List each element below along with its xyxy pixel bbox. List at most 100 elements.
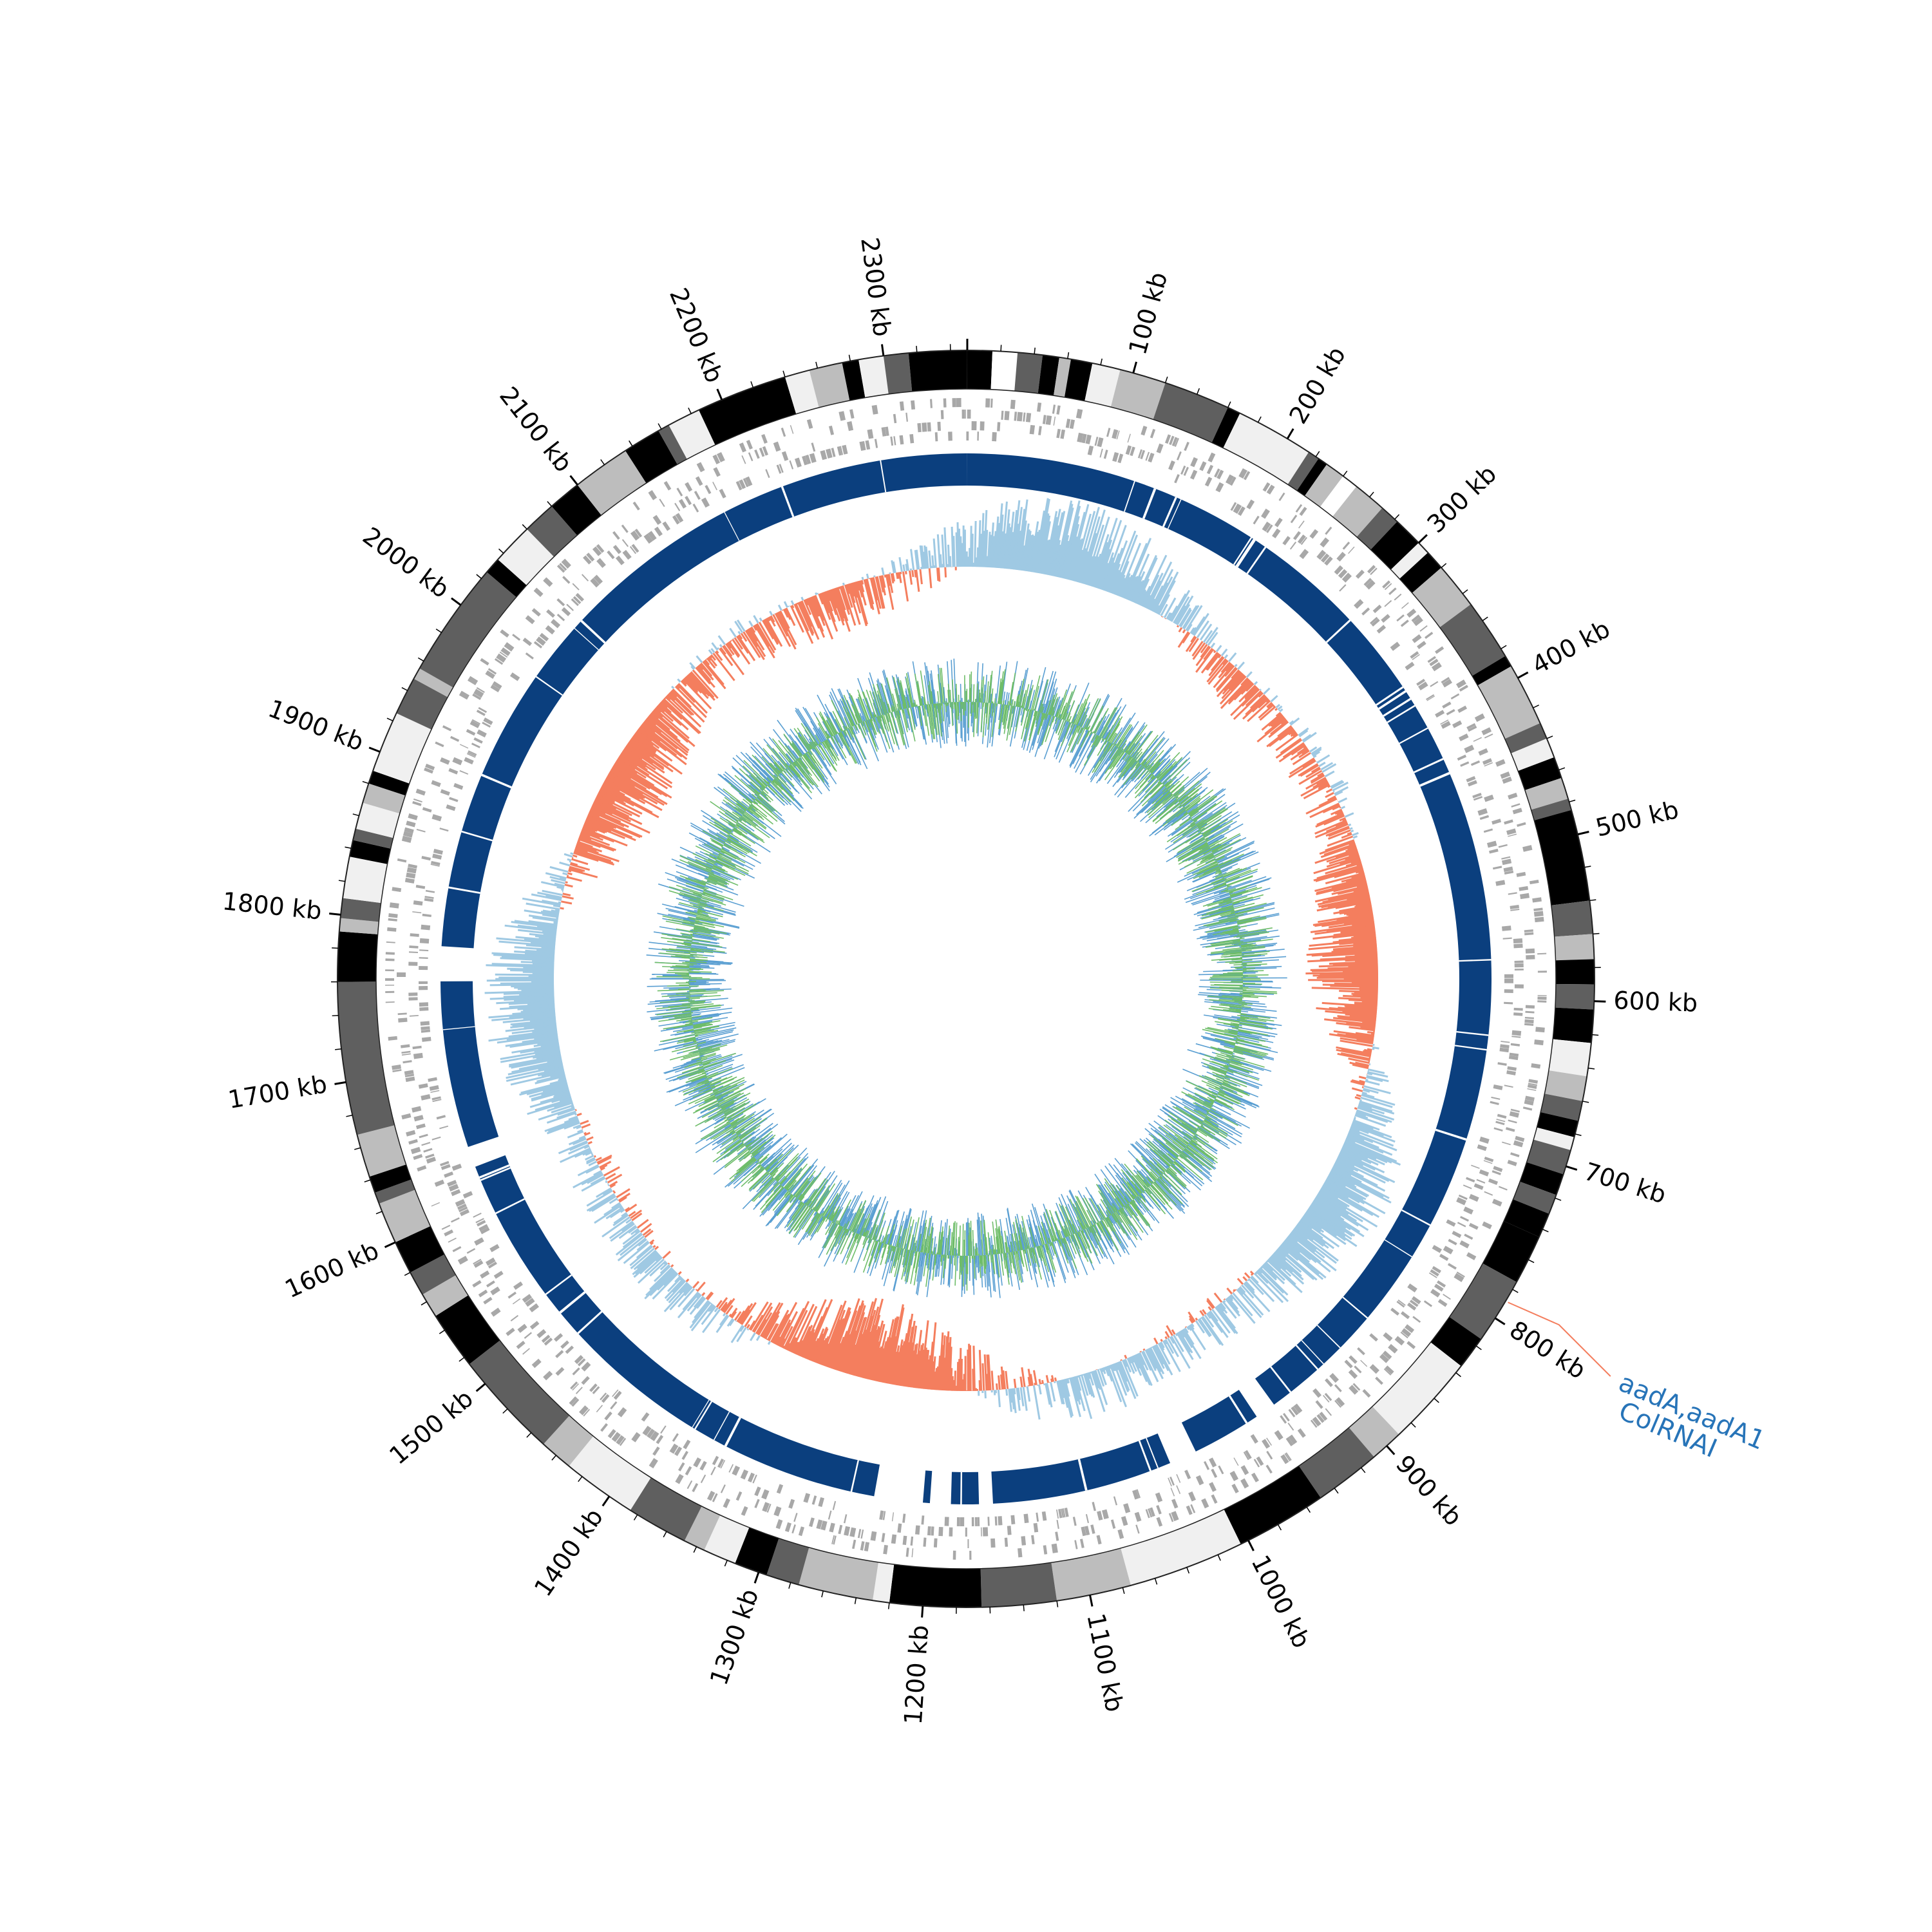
blast-gap: [1246, 546, 1267, 574]
gene-feature: [1199, 461, 1207, 471]
gc-skew-bar-negative: [784, 1301, 810, 1350]
contig-segment: [1084, 363, 1121, 408]
gc-skew-bar-negative: [943, 1336, 949, 1391]
gc-skew-bar-positive: [503, 991, 554, 995]
gc-skew-bar-positive: [1097, 1368, 1105, 1387]
gene-feature: [510, 1314, 519, 1321]
gc-skew-bar-negative: [998, 1375, 1001, 1390]
gene-feature: [1479, 1169, 1490, 1177]
gc-skew-bar-negative: [1206, 1300, 1215, 1309]
gene-feature: [1431, 662, 1442, 672]
gc-skew-bar-positive: [736, 1327, 747, 1343]
gc-skew-bar-negative: [1359, 987, 1378, 989]
contig-segment: [1555, 959, 1595, 985]
gene-feature: [1486, 840, 1497, 848]
gene-feature: [717, 1458, 724, 1468]
gc-skew-bar-negative: [1348, 999, 1378, 1003]
gene-feature: [811, 442, 816, 452]
gene-feature: [582, 574, 589, 582]
gene-feature: [389, 902, 399, 909]
gc-skew-bar-positive: [1354, 1117, 1356, 1119]
gene-feature: [1396, 614, 1405, 622]
gene-feature: [1336, 551, 1346, 562]
gc-skew-bar-positive: [1318, 1191, 1347, 1211]
gc-skew-bar-positive: [644, 1256, 663, 1274]
gc-skew-bar-negative: [582, 826, 596, 833]
gc-skew-bar-positive: [1109, 569, 1120, 594]
gc-skew-bar-positive: [1260, 1265, 1264, 1269]
gc-skew-bar-negative: [1333, 929, 1376, 936]
gene-feature: [674, 502, 681, 511]
gc-skew-bar-negative: [898, 1319, 912, 1386]
gc-skew-bar-positive: [536, 1053, 561, 1060]
gc-skew-bar-negative: [1205, 652, 1220, 670]
gc-skew-bar-negative: [775, 1336, 781, 1345]
gene-feature: [1473, 737, 1482, 742]
gc-skew-bar-positive: [715, 1315, 730, 1333]
gc-skew-bar-positive: [1136, 1353, 1153, 1387]
gc-skew-bar-negative: [842, 1330, 857, 1373]
gc-skew-bar-positive: [1298, 1220, 1323, 1240]
gene-feature: [1253, 1459, 1260, 1468]
gc-skew-bar-negative: [578, 837, 614, 852]
gc-skew-bar-negative: [1311, 766, 1321, 773]
gene-feature: [1237, 506, 1245, 516]
gc-skew-bar-positive: [790, 600, 795, 605]
gc-skew-bar-positive: [1225, 1298, 1241, 1317]
gc-skew-bar-positive: [1057, 535, 1070, 578]
gene-feature: [525, 1298, 535, 1307]
gene-feature: [960, 1517, 965, 1526]
gene-feature: [1493, 1127, 1503, 1132]
gene-feature: [1360, 1359, 1368, 1367]
gene-feature: [1448, 1238, 1457, 1245]
gc-skew-bar-positive: [545, 895, 562, 900]
gc-skew-bar-negative: [1241, 688, 1260, 707]
gc-skew-bar-positive: [1013, 507, 1023, 570]
gc-skew-bar-positive: [1121, 576, 1131, 598]
gene-feature: [1441, 677, 1450, 684]
gc-skew-bar-positive: [1332, 1166, 1362, 1184]
gene-feature: [490, 1307, 501, 1317]
gc-skew-bar-negative: [1233, 691, 1263, 720]
gc-skew-bar-positive: [1135, 1354, 1151, 1386]
gc-skew-bar-positive: [1118, 1361, 1128, 1382]
gene-feature: [1074, 1540, 1078, 1549]
gene-feature: [435, 741, 444, 748]
gc-skew-bar-negative: [600, 1166, 605, 1171]
gene-feature: [1457, 1222, 1466, 1227]
gene-feature: [732, 1465, 741, 1476]
gene-feature: [565, 1345, 574, 1354]
gc-skew-bar-positive: [1357, 1106, 1395, 1121]
gc-skew-bar-positive: [1297, 1222, 1326, 1245]
gene-feature: [717, 451, 725, 462]
gene-feature: [1299, 507, 1307, 516]
gc-skew-bar-positive: [1318, 1191, 1378, 1228]
gene-feature: [857, 1529, 862, 1539]
gene-feature: [1458, 1194, 1468, 1200]
gc-skew-bar-negative: [904, 571, 907, 574]
gc-skew-bar-negative: [591, 806, 606, 815]
gene-feature: [1491, 1096, 1501, 1100]
gene-feature: [430, 1090, 440, 1093]
gc-skew-bar-positive: [669, 1285, 692, 1311]
gene-feature: [1079, 1539, 1084, 1548]
gc-skew-bar-negative: [1356, 1094, 1361, 1097]
contig-segment: [469, 1340, 570, 1444]
gc-skew-bar-negative: [1336, 913, 1374, 922]
gc-skew-bar-positive: [1273, 1252, 1304, 1281]
gc-skew-bar-positive: [1016, 1387, 1021, 1411]
gc-skew-bar-negative: [1265, 699, 1270, 703]
gc-skew-bar-positive: [1010, 500, 1021, 570]
gene-feature: [1500, 1044, 1510, 1049]
gc-skew-bar-negative: [1348, 965, 1378, 968]
gene-feature: [1116, 430, 1120, 440]
gene-feature: [1419, 625, 1428, 632]
gc-content-spike: [1193, 920, 1237, 931]
gc-skew-bar-negative: [1334, 982, 1378, 985]
gene-feature: [1490, 1101, 1499, 1105]
gc-skew-bar-positive: [1084, 1373, 1094, 1397]
gc-skew-bar-positive: [1016, 509, 1026, 571]
gc-skew-bar-positive: [1262, 1264, 1278, 1279]
gc-skew-bar-positive: [1004, 523, 1010, 569]
gc-skew-bar-positive: [1332, 781, 1349, 791]
